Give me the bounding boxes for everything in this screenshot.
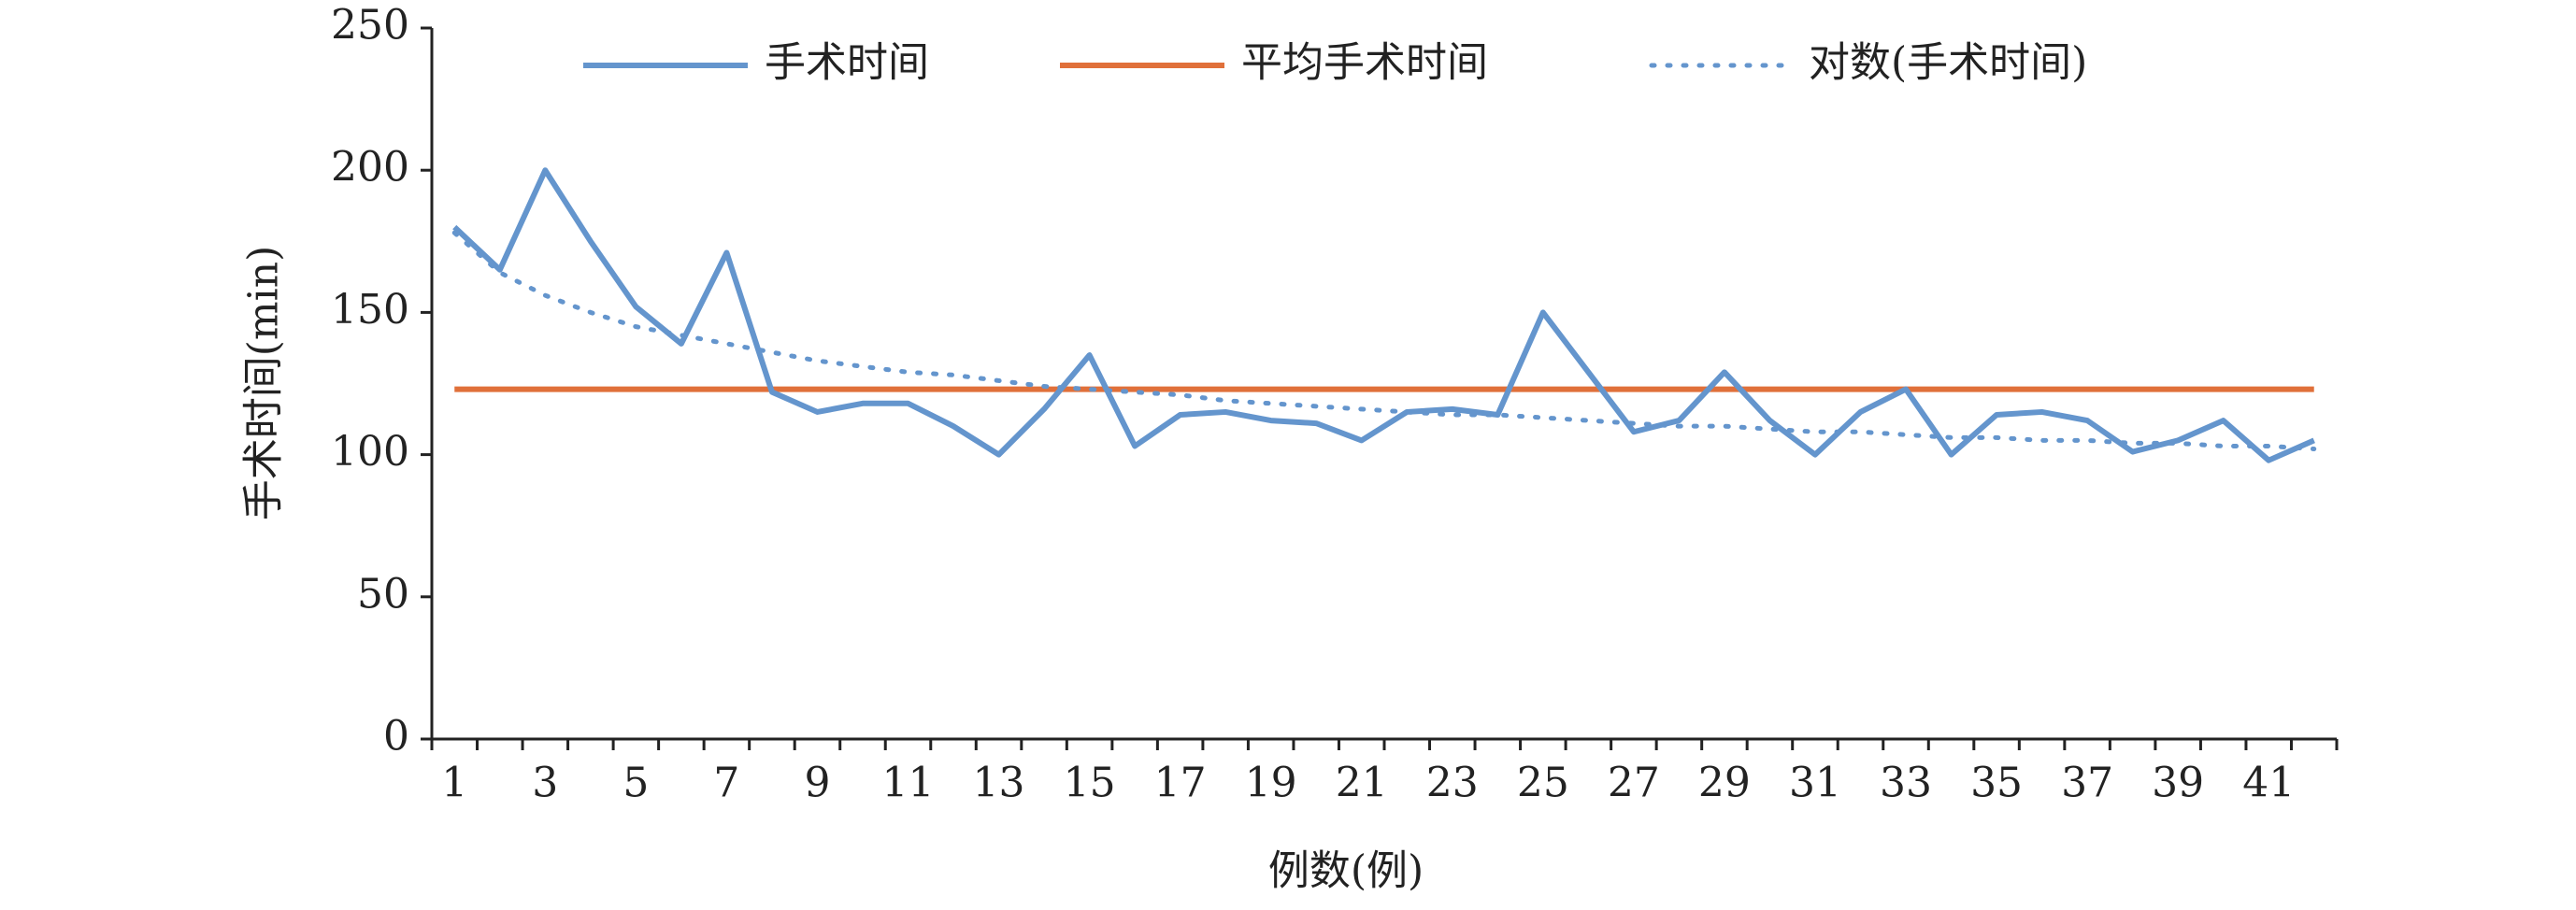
x-tick-label: 17 (1154, 760, 1207, 807)
x-tick-label: 41 (2242, 760, 2295, 807)
series-line (452, 167, 2315, 463)
x-tick-label: 11 (882, 760, 935, 807)
x-tick-label: 35 (1970, 760, 2023, 807)
series-line (451, 230, 2317, 452)
x-tick-label: 29 (1698, 760, 1751, 807)
x-tick-label: 13 (973, 760, 1025, 807)
legend-label: 手术时间 (765, 39, 929, 87)
y-tick-label: 250 (331, 2, 409, 50)
y-tick-label: 50 (357, 570, 409, 618)
x-tick-label: 27 (1608, 760, 1660, 807)
legend-label: 对数(手术时间) (1809, 39, 2087, 87)
y-tick-label: 100 (331, 428, 409, 476)
y-tick-label: 150 (331, 286, 409, 334)
legend-label: 平均手术时间 (1241, 39, 1488, 87)
x-tick-label: 19 (1245, 760, 1297, 807)
x-tick-label: 37 (2061, 760, 2113, 807)
x-tick-label: 31 (1789, 760, 1841, 807)
x-tick-label: 23 (1426, 760, 1479, 807)
x-tick-label: 7 (713, 760, 739, 807)
x-tick-label: 25 (1517, 760, 1569, 807)
x-tick-label: 1 (441, 760, 467, 807)
y-tick-label: 200 (331, 144, 409, 192)
x-tick-label: 15 (1064, 760, 1116, 807)
x-tick-label: 33 (1880, 760, 1932, 807)
x-tick-label: 39 (2152, 760, 2204, 807)
x-tick-label: 5 (623, 760, 649, 807)
x-tick-label: 9 (804, 760, 830, 807)
x-tick-label: 21 (1336, 760, 1388, 807)
x-tick-label: 3 (532, 760, 558, 807)
y-tick-label: 0 (383, 713, 409, 761)
y-axis-label: 手术时间(min) (240, 246, 288, 520)
x-axis-label: 例数(例) (1268, 847, 1424, 895)
